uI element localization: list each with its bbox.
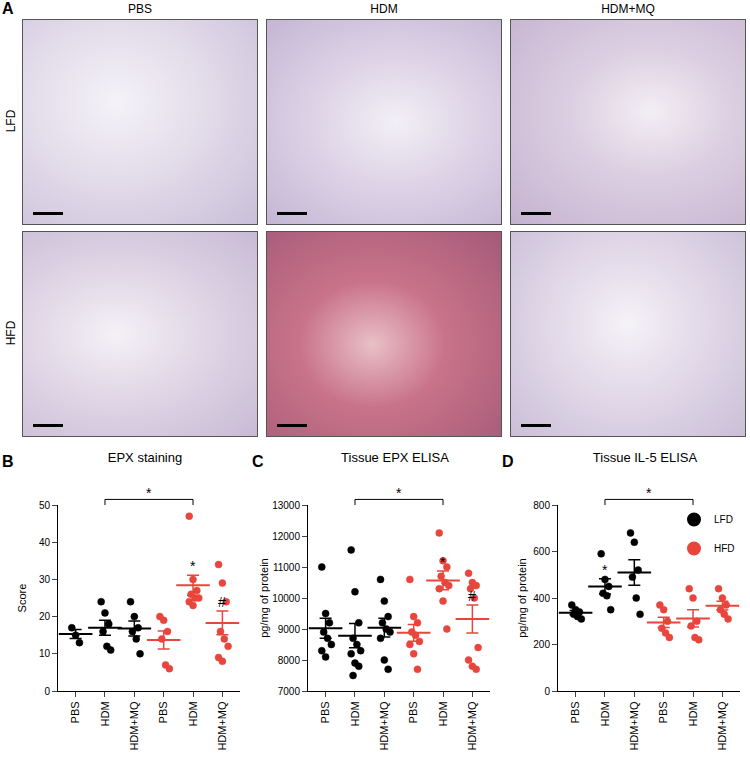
svg-text:PBS: PBS (319, 701, 331, 723)
svg-text:HDM+MQ: HDM+MQ (216, 701, 228, 751)
svg-text:11000: 11000 (273, 562, 301, 573)
svg-text:HDM+MQ: HDM+MQ (128, 701, 140, 751)
svg-text:12000: 12000 (272, 531, 300, 542)
svg-text:PBS: PBS (69, 701, 81, 723)
html-text:LFD: LFD (4, 109, 18, 133)
html-text:HDM+MQ: HDM+MQ (601, 2, 655, 16)
svg-text:400: 400 (533, 593, 550, 604)
svg-text:HDM+MQ: HDM+MQ (716, 701, 728, 751)
svg-text:Tissue IL-5 ELISA: Tissue IL-5 ELISA (593, 450, 698, 465)
svg-text:HFD: HFD (714, 543, 735, 554)
svg-text:HDM: HDM (599, 701, 611, 726)
svg-text:*: * (396, 485, 402, 501)
svg-text:pg/mg of protein: pg/mg of protein (258, 558, 270, 638)
svg-text:*: * (146, 485, 152, 501)
svg-text:0: 0 (44, 686, 50, 697)
svg-text:50: 50 (39, 500, 51, 511)
svg-text:HDM+MQ: HDM+MQ (378, 701, 390, 751)
svg-text:PBS: PBS (157, 701, 169, 723)
svg-text:30: 30 (39, 574, 51, 585)
svg-text:EPX staining: EPX staining (108, 450, 182, 465)
html-text:PBS: PBS (128, 2, 152, 16)
svg-text:0: 0 (544, 686, 550, 697)
svg-text:200: 200 (533, 639, 550, 650)
svg-text:HDM: HDM (687, 701, 699, 726)
svg-text:7000: 7000 (278, 686, 301, 697)
svg-text:HDM+MQ: HDM+MQ (466, 701, 478, 751)
svg-text:*: * (440, 554, 446, 570)
svg-text:C: C (252, 453, 264, 470)
svg-text:*: * (602, 562, 608, 578)
svg-text:9000: 9000 (278, 624, 301, 635)
html-text:HFD: HFD (4, 320, 18, 346)
svg-text:HDM: HDM (187, 701, 199, 726)
svg-text:#: # (218, 594, 226, 610)
svg-text:D: D (502, 453, 514, 470)
svg-text:HDM: HDM (437, 701, 449, 726)
svg-text:8000: 8000 (278, 655, 301, 666)
svg-text:600: 600 (533, 546, 550, 557)
svg-text:20: 20 (39, 611, 51, 622)
svg-text:#: # (468, 588, 476, 604)
html-text:A: A (2, 0, 14, 17)
svg-text:PBS: PBS (569, 701, 581, 723)
svg-text:800: 800 (533, 500, 550, 511)
svg-text:pg/mg of protein: pg/mg of protein (516, 558, 528, 638)
svg-text:HDM: HDM (349, 701, 361, 726)
svg-text:PBS: PBS (657, 701, 669, 723)
svg-text:10: 10 (39, 648, 51, 659)
html-text:HDM: HDM (370, 2, 398, 16)
svg-text:*: * (190, 558, 196, 574)
svg-text:*: * (646, 485, 652, 501)
svg-text:40: 40 (39, 537, 51, 548)
svg-text:13000: 13000 (272, 500, 300, 511)
svg-text:10000: 10000 (272, 593, 300, 604)
svg-text:HDM+MQ: HDM+MQ (628, 701, 640, 751)
svg-text:PBS: PBS (407, 701, 419, 723)
svg-text:LFD: LFD (714, 514, 733, 525)
svg-text:HDM: HDM (99, 701, 111, 726)
svg-text:Tissue EPX ELISA: Tissue EPX ELISA (341, 450, 449, 465)
svg-text:B: B (2, 453, 14, 470)
svg-text:Score: Score (16, 584, 28, 613)
